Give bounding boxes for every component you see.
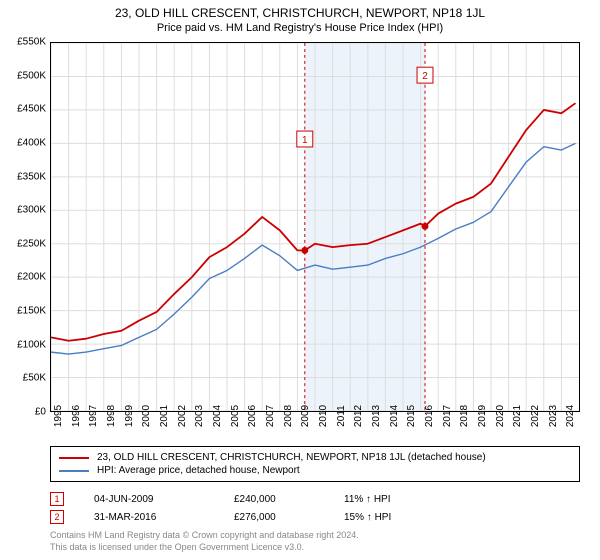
y-tick-label: £550K bbox=[17, 37, 46, 48]
x-tick-label: 1996 bbox=[71, 405, 82, 427]
event-hpi: 15% ↑ HPI bbox=[344, 512, 424, 523]
x-tick-label: 1995 bbox=[53, 405, 64, 427]
x-tick-label: 1998 bbox=[106, 405, 117, 427]
svg-text:1: 1 bbox=[302, 135, 308, 146]
x-tick-label: 2003 bbox=[194, 405, 205, 427]
chart-container: 23, OLD HILL CRESCENT, CHRISTCHURCH, NEW… bbox=[0, 0, 600, 560]
footer-line2: This data is licensed under the Open Gov… bbox=[50, 542, 359, 554]
chart-title: 23, OLD HILL CRESCENT, CHRISTCHURCH, NEW… bbox=[0, 0, 600, 20]
legend-row: 23, OLD HILL CRESCENT, CHRISTCHURCH, NEW… bbox=[59, 451, 571, 464]
legend-swatch bbox=[59, 470, 89, 472]
y-tick-label: £0 bbox=[35, 407, 46, 418]
x-tick-label: 1997 bbox=[88, 405, 99, 427]
x-tick-label: 2018 bbox=[459, 405, 470, 427]
legend-label: 23, OLD HILL CRESCENT, CHRISTCHURCH, NEW… bbox=[97, 452, 486, 463]
x-tick-label: 2016 bbox=[424, 405, 435, 427]
x-tick-label: 2019 bbox=[477, 405, 488, 427]
y-tick-label: £500K bbox=[17, 70, 46, 81]
y-tick-label: £200K bbox=[17, 272, 46, 283]
x-tick-label: 2024 bbox=[565, 405, 576, 427]
x-tick-label: 2000 bbox=[141, 405, 152, 427]
y-tick-label: £250K bbox=[17, 238, 46, 249]
event-date: 04-JUN-2009 bbox=[94, 494, 204, 505]
y-tick-label: £50K bbox=[23, 373, 46, 384]
y-tick-label: £300K bbox=[17, 205, 46, 216]
event-date: 31-MAR-2016 bbox=[94, 512, 204, 523]
event-price: £276,000 bbox=[234, 512, 314, 523]
legend-row: HPI: Average price, detached house, Newp… bbox=[59, 464, 571, 477]
x-tick-label: 2013 bbox=[371, 405, 382, 427]
x-tick-label: 2004 bbox=[212, 405, 223, 427]
svg-text:2: 2 bbox=[422, 71, 428, 82]
event-price: £240,000 bbox=[234, 494, 314, 505]
event-marker: 1 bbox=[50, 492, 64, 506]
chart-area: 12 £0£50K£100K£150K£200K£250K£300K£350K£… bbox=[50, 42, 580, 412]
legend: 23, OLD HILL CRESCENT, CHRISTCHURCH, NEW… bbox=[50, 446, 580, 482]
event-hpi: 11% ↑ HPI bbox=[344, 494, 424, 505]
x-tick-label: 2002 bbox=[177, 405, 188, 427]
x-tick-label: 2001 bbox=[159, 405, 170, 427]
plot-svg: 12 bbox=[50, 42, 580, 412]
x-tick-label: 2015 bbox=[406, 405, 417, 427]
x-tick-label: 2022 bbox=[530, 405, 541, 427]
x-tick-label: 2023 bbox=[548, 405, 559, 427]
x-tick-label: 2009 bbox=[300, 405, 311, 427]
chart-subtitle: Price paid vs. HM Land Registry's House … bbox=[0, 20, 600, 34]
footer-line1: Contains HM Land Registry data © Crown c… bbox=[50, 530, 359, 542]
x-tick-label: 2006 bbox=[247, 405, 258, 427]
x-tick-label: 2020 bbox=[495, 405, 506, 427]
x-tick-label: 2021 bbox=[512, 405, 523, 427]
x-tick-label: 2010 bbox=[318, 405, 329, 427]
x-tick-label: 2017 bbox=[442, 405, 453, 427]
y-tick-label: £400K bbox=[17, 137, 46, 148]
footer: Contains HM Land Registry data © Crown c… bbox=[50, 530, 359, 553]
event-row: 1 04-JUN-2009 £240,000 11% ↑ HPI bbox=[50, 490, 580, 508]
events-table: 1 04-JUN-2009 £240,000 11% ↑ HPI 2 31-MAR-201… bbox=[50, 490, 580, 526]
y-tick-label: £150K bbox=[17, 306, 46, 317]
event-row: 2 31-MAR-2016 £276,000 15% ↑ HPI bbox=[50, 508, 580, 526]
x-tick-label: 2007 bbox=[265, 405, 276, 427]
x-tick-label: 2012 bbox=[353, 405, 364, 427]
x-tick-label: 2008 bbox=[283, 405, 294, 427]
legend-label: HPI: Average price, detached house, Newp… bbox=[97, 465, 300, 476]
x-tick-label: 2011 bbox=[336, 405, 347, 427]
y-tick-label: £350K bbox=[17, 171, 46, 182]
y-tick-label: £450K bbox=[17, 104, 46, 115]
x-tick-label: 2005 bbox=[230, 405, 241, 427]
event-marker: 2 bbox=[50, 510, 64, 524]
legend-swatch bbox=[59, 457, 89, 459]
y-tick-label: £100K bbox=[17, 339, 46, 350]
x-tick-label: 1999 bbox=[124, 405, 135, 427]
x-tick-label: 2014 bbox=[389, 405, 400, 427]
